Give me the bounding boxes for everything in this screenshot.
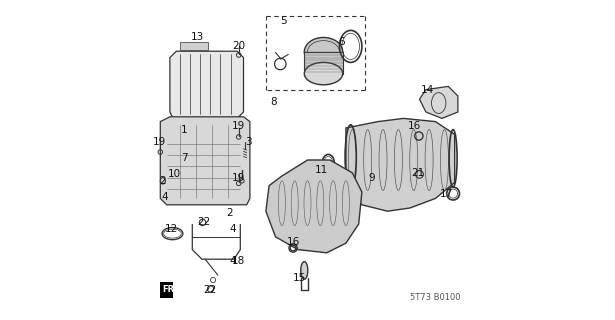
Ellipse shape xyxy=(301,262,308,279)
Text: 12: 12 xyxy=(165,224,178,234)
Text: 6: 6 xyxy=(338,36,344,47)
Polygon shape xyxy=(170,51,244,118)
Bar xyxy=(180,42,208,50)
Text: 13: 13 xyxy=(191,32,204,42)
Text: 15: 15 xyxy=(293,273,306,284)
Text: 9: 9 xyxy=(368,172,375,183)
Text: 17: 17 xyxy=(440,188,453,199)
Polygon shape xyxy=(266,160,362,253)
Text: 22: 22 xyxy=(204,284,216,295)
Text: 2: 2 xyxy=(226,208,232,218)
Text: 16: 16 xyxy=(287,236,300,247)
Text: 16: 16 xyxy=(408,121,421,132)
Text: 10: 10 xyxy=(168,169,181,180)
Text: 1: 1 xyxy=(181,124,188,135)
Text: 20: 20 xyxy=(232,41,245,52)
Text: 22: 22 xyxy=(197,217,210,228)
Text: 19: 19 xyxy=(232,172,245,183)
Text: 5T73 B0100: 5T73 B0100 xyxy=(410,293,461,302)
Text: 21: 21 xyxy=(411,168,424,178)
Text: FR.: FR. xyxy=(162,285,177,294)
Text: 18: 18 xyxy=(232,256,245,266)
Text: 5: 5 xyxy=(280,16,287,26)
Text: 8: 8 xyxy=(271,97,277,108)
Polygon shape xyxy=(419,86,458,118)
Ellipse shape xyxy=(304,62,343,85)
Ellipse shape xyxy=(304,37,343,66)
Text: 7: 7 xyxy=(181,153,188,164)
Text: 19: 19 xyxy=(232,121,245,132)
Polygon shape xyxy=(346,118,454,211)
Text: 19: 19 xyxy=(153,137,166,148)
Bar xyxy=(304,52,343,74)
Text: 11: 11 xyxy=(315,164,328,175)
Text: 2: 2 xyxy=(159,176,166,186)
Polygon shape xyxy=(161,282,173,298)
Polygon shape xyxy=(161,117,250,205)
Text: 4: 4 xyxy=(162,192,169,202)
Text: 3: 3 xyxy=(245,137,252,148)
Text: 4: 4 xyxy=(229,224,236,234)
Text: 4: 4 xyxy=(229,256,236,266)
Text: 14: 14 xyxy=(421,84,434,95)
